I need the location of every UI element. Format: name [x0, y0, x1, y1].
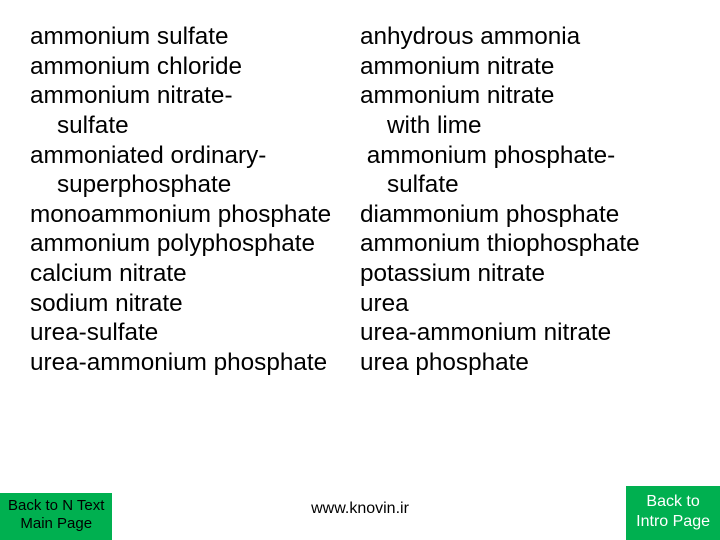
slide: ammonium sulfate ammonium chloride ammon… — [0, 0, 720, 540]
text-line: urea phosphate — [360, 348, 690, 378]
button-label-line: Intro Page — [636, 512, 710, 532]
text-line: monoammonium phosphate — [30, 200, 360, 230]
text-line: urea — [360, 289, 690, 319]
text-line: diammonium phosphate — [360, 200, 690, 230]
text-line: urea-sulfate — [30, 318, 360, 348]
text-line: ammonium polyphosphate — [30, 229, 360, 259]
text-line: superphosphate — [30, 170, 360, 200]
left-column: ammonium sulfate ammonium chloride ammon… — [30, 22, 360, 378]
text-line: potassium nitrate — [360, 259, 690, 289]
text-line: ammonium phosphate- — [360, 141, 690, 171]
text-line: with lime — [360, 111, 690, 141]
text-line: ammonium nitrate — [360, 52, 690, 82]
text-line: sulfate — [360, 170, 690, 200]
button-label-line: Back to — [636, 492, 710, 512]
text-line: ammonium chloride — [30, 52, 360, 82]
text-line: sulfate — [30, 111, 360, 141]
back-intro-button[interactable]: Back to Intro Page — [626, 486, 720, 540]
text-line: calcium nitrate — [30, 259, 360, 289]
text-line: ammoniated ordinary- — [30, 141, 360, 171]
back-n-text-button[interactable]: Back to N Text Main Page — [0, 493, 112, 540]
text-line: sodium nitrate — [30, 289, 360, 319]
text-line: urea-ammonium nitrate — [360, 318, 690, 348]
button-label-line: Back to N Text — [8, 497, 104, 516]
text-line: anhydrous ammonia — [360, 22, 690, 52]
text-line: ammonium sulfate — [30, 22, 360, 52]
right-column: anhydrous ammonia ammonium nitrate ammon… — [360, 22, 690, 378]
text-line: ammonium nitrate- — [30, 81, 360, 111]
text-line: urea-ammonium phosphate — [30, 348, 360, 378]
text-line: ammonium nitrate — [360, 81, 690, 111]
button-label-line: Main Page — [8, 515, 104, 534]
content-columns: ammonium sulfate ammonium chloride ammon… — [30, 22, 690, 378]
text-line: ammonium thiophosphate — [360, 229, 690, 259]
